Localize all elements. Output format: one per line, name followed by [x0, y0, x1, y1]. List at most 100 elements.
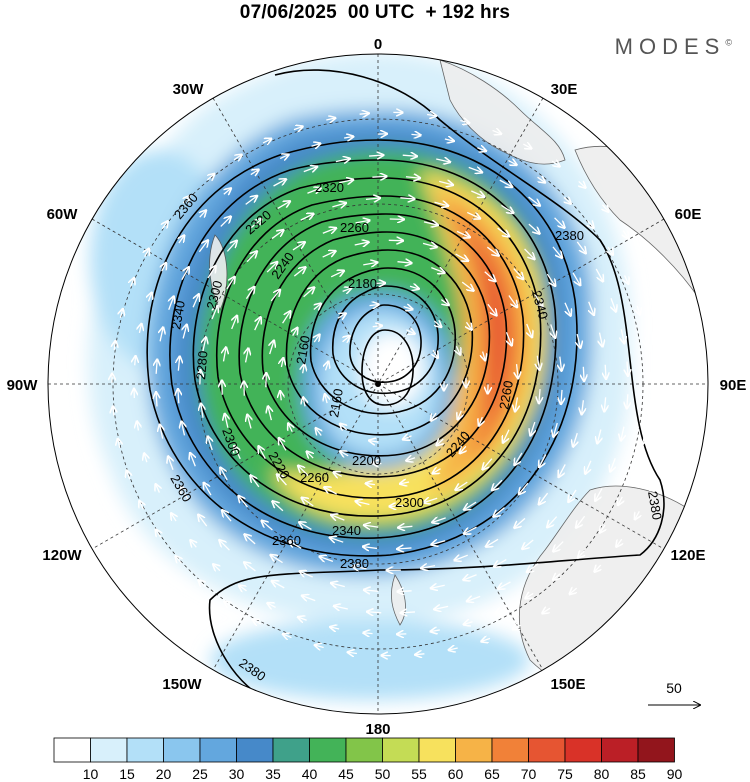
map-title: 07/06/2025 00 UTC + 192 hrs [239, 2, 511, 23]
wind-arrow [432, 518, 446, 522]
wind-arrow [293, 127, 302, 130]
wind-arrow [334, 472, 343, 476]
wind-arrow [254, 317, 261, 331]
wind-arrow [192, 294, 199, 308]
wind-arrow [326, 118, 335, 120]
wind-arrow [118, 439, 120, 449]
wind-arrow [440, 300, 448, 305]
wind-arrow [616, 538, 621, 546]
colorbar-tick-label: 35 [265, 766, 281, 782]
wind-arrow [523, 144, 531, 148]
wind-arrow [220, 540, 230, 551]
wind-arrow [246, 349, 249, 363]
wind-arrow [583, 366, 584, 381]
wind-arrow [610, 458, 615, 471]
wind-arrow [589, 301, 594, 315]
wind-arrow [654, 288, 657, 297]
wind-arrow [303, 364, 305, 374]
wind-arrow [627, 361, 628, 376]
wind-arrow [542, 608, 551, 613]
wind-arrow [239, 496, 248, 508]
colorbar-swatch [637, 737, 675, 763]
wind-arrow [436, 159, 450, 162]
contour-label: 2280 [193, 350, 210, 380]
wind-arrow [499, 179, 512, 187]
wind-arrow [506, 332, 511, 345]
wind-arrow [508, 161, 516, 165]
wind-arrow [595, 268, 603, 281]
wind-arrow [431, 630, 440, 632]
wind-arrow [515, 397, 517, 411]
wind-arrow [570, 588, 577, 594]
wind-arrow [552, 246, 562, 258]
wind-arrow [131, 278, 134, 287]
wind-arrow [160, 425, 163, 439]
wind-arrow [367, 612, 382, 613]
wind-arrow [273, 501, 284, 512]
wind-arrow [325, 394, 327, 404]
wind-arrow [342, 288, 351, 291]
wind-arrow [670, 352, 671, 361]
wind-arrow [200, 211, 206, 218]
wind-arrow [300, 571, 313, 578]
wind-arrow [363, 262, 377, 264]
wind-arrow [283, 634, 292, 637]
copyright-mark: © [725, 37, 732, 48]
contour-label: 2260 [300, 470, 329, 485]
wind-arrow [207, 266, 216, 279]
wind-arrow [277, 201, 290, 210]
wind-arrow [623, 230, 628, 239]
wind-arrow [222, 510, 232, 522]
wind-arrow [560, 356, 562, 371]
lon-label-90w: 90W [7, 377, 39, 394]
wind-arrow [220, 468, 228, 481]
wind-arrow [322, 251, 336, 258]
wind-arrow [198, 241, 207, 253]
wind-arrow [232, 316, 237, 330]
wind-arrow [553, 422, 557, 436]
wind-arrow [627, 394, 628, 408]
wind-arrow [369, 305, 379, 306]
reference-vector-label: 50 [666, 680, 682, 696]
wind-arrow [431, 585, 445, 588]
wind-arrow [298, 466, 309, 477]
wind-arrow [307, 188, 320, 193]
wind-arrow [402, 155, 417, 156]
wind-arrow [482, 638, 491, 641]
wind-arrow [179, 236, 184, 244]
wind-arrow [160, 328, 163, 342]
wind-arrow [364, 525, 379, 527]
wind-arrow [433, 469, 441, 474]
wind-arrow [434, 202, 448, 206]
wind-arrow [314, 304, 321, 310]
wind-arrow [595, 488, 603, 500]
wind-arrow [168, 457, 173, 470]
wind-arrow [486, 246, 498, 255]
wind-arrow [303, 167, 317, 172]
wind-arrow [464, 501, 477, 509]
wind-arrow [537, 355, 539, 370]
lon-label-30e: 30E [551, 81, 578, 98]
colorbar-tick-label: 60 [448, 766, 464, 782]
wind-arrow [519, 482, 529, 494]
wind-arrow [293, 267, 305, 277]
colorbar-swatch [491, 737, 529, 763]
colorbar-swatch [236, 737, 274, 763]
wind-arrow [471, 190, 484, 197]
wind-arrow [650, 481, 653, 489]
contour-label: 2200 [352, 453, 381, 468]
colorbar: 10 15 20 25 30 35 40 45 50 55 60 65 70 75 80 85 90 [53, 737, 682, 782]
wind-arrow [114, 341, 115, 351]
colorbar-tick-label: 15 [119, 766, 135, 782]
wind-arrow [356, 501, 370, 504]
wind-arrow [363, 547, 378, 549]
wind-arrow [366, 483, 376, 484]
wind-arrow [332, 203, 345, 207]
wind-arrow [496, 610, 505, 614]
wind-arrow [247, 415, 251, 429]
wind-arrow [259, 446, 266, 460]
colorbar-tick-label: 45 [338, 766, 354, 782]
contour-label: 2340 [332, 523, 361, 538]
wind-arrow [618, 496, 622, 505]
wind-arrow [433, 349, 438, 358]
